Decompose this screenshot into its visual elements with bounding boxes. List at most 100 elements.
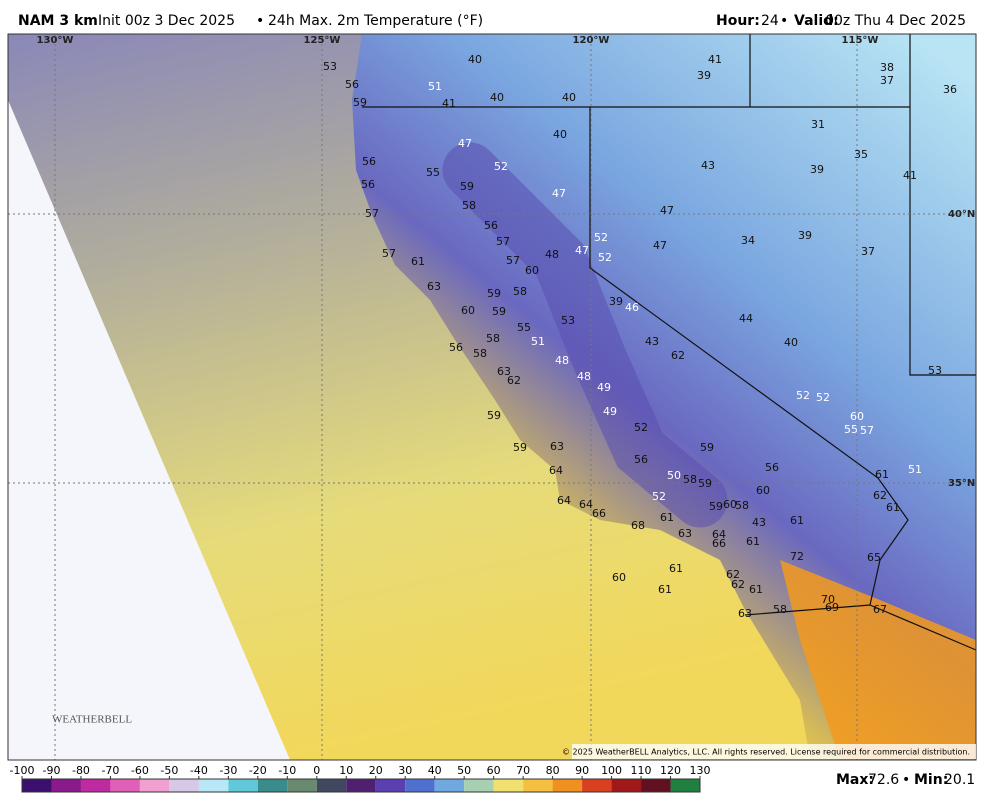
station-temperature: 63 [550,440,564,453]
station-temperature: 56 [362,155,376,168]
station-temperature: 57 [860,424,874,437]
station-temperature: 58 [486,332,500,345]
sierra-band [442,142,728,528]
lat-label: 40°N [948,209,975,220]
station-temperature: 52 [598,251,612,264]
station-temperature: 38 [880,61,894,74]
header: NAM 3 km Init 00z 3 Dec 2025 • 24h Max. … [18,13,966,29]
station-temperature: 56 [361,178,375,191]
station-temperature: 59 [487,409,501,422]
station-temperature: 59 [698,477,712,490]
station-temperature: 64 [579,498,593,511]
station-temperature: 57 [506,254,520,267]
station-temperature: 53 [323,60,337,73]
map-frame [7,33,977,761]
station-temperature: 62 [507,374,521,387]
station-temperature: 47 [653,239,667,252]
lon-label: 125°W [304,35,341,46]
colorbar-segment [523,779,553,792]
borders [362,34,977,651]
colorbar-tick-label: 100 [601,764,622,777]
min-label: Min: [914,772,948,788]
station-temperature: 63 [497,365,511,378]
station-temperature: 40 [468,53,482,66]
station-temperature: 66 [592,507,606,520]
station-temperature: 49 [597,381,611,394]
model: NAM 3 km [18,13,98,29]
station-temperature: 39 [609,295,623,308]
copyright-box [572,744,976,759]
station-temperature: 61 [886,501,900,514]
station-temperature: 60 [723,498,737,511]
station-temperature: 60 [525,264,539,277]
station-temperature: 48 [555,354,569,367]
station-temperature: 39 [810,163,824,176]
station-temperature: 64 [557,494,571,507]
station-temperature: 43 [701,159,715,172]
station-temperature: 63 [678,527,692,540]
graticule [8,34,976,760]
separator: • [902,772,910,788]
station-temperature: 52 [594,231,608,244]
colorbar-segment [582,779,612,792]
station-temperature: 47 [575,244,589,257]
colorbar-tick-label: 50 [457,764,471,777]
station-temperature: 60 [612,571,626,584]
separator: • [780,13,788,29]
station-temperature: 58 [773,603,787,616]
min: 20.1 [944,772,975,788]
colorbar-tick-label: 70 [516,764,530,777]
max-label: Max: [836,772,874,788]
colorbar-tick-label: 130 [690,764,711,777]
lon-label: 115°W [842,35,879,46]
station-temperature: 59 [700,441,714,454]
colorbar-tick-label: 110 [631,764,652,777]
station-temperature: 52 [796,389,810,402]
station-temperature: 37 [861,245,875,258]
station-temperature: 58 [473,347,487,360]
lon-label: 120°W [573,35,610,46]
station-temperature: 47 [660,204,674,217]
station-temperature: 61 [749,583,763,596]
colorbar-tick-label: -20 [249,764,267,777]
colorbar-frame [21,778,701,793]
station-temperature: 39 [697,69,711,82]
station-temperature: 59 [492,305,506,318]
station-temperature: 48 [545,248,559,261]
colorbar-segment [257,779,288,792]
colorbar-tick-label: -10 [278,764,296,777]
station-temperature: 61 [411,255,425,268]
station-temperature: 62 [731,578,745,591]
station-temperature: 55 [517,321,531,334]
colorbar-segment [198,779,229,792]
station-temperature: 58 [462,199,476,212]
copyright: © 2025 WeatherBELL Analytics, LLC. All r… [562,748,970,757]
station-temperature: 51 [428,80,442,93]
field: 24h Max. 2m Temperature (°F) [268,13,483,29]
colorbar-tick-label: -70 [101,764,119,777]
station-temperature: 62 [726,568,740,581]
station-temperature: 44 [739,312,753,325]
station-temperature: 67 [873,603,887,616]
colorbar-segment [228,779,258,792]
colorbar-segment [110,779,140,792]
colorbar-tick-label: 90 [575,764,589,777]
station-temperature: 59 [353,96,367,109]
station-temperature: 40 [562,91,576,104]
station-temperature: 56 [484,219,498,232]
station-temperature: 61 [746,535,760,548]
station-temperature: 61 [660,511,674,524]
station-temperature: 65 [867,551,881,564]
station-temperature: 43 [645,335,659,348]
station-temperature: 50 [667,469,681,482]
station-temperature: 56 [634,453,648,466]
valid-label: Valid: [794,13,839,29]
init: Init 00z 3 Dec 2025 [98,13,235,29]
station-temperature: 58 [683,473,697,486]
station-temperature: 70 [821,593,835,606]
station-temperature: 64 [549,464,563,477]
station-temperature: 41 [903,169,917,182]
station-temperature: 60 [461,304,475,317]
station-temperature: 53 [928,364,942,377]
